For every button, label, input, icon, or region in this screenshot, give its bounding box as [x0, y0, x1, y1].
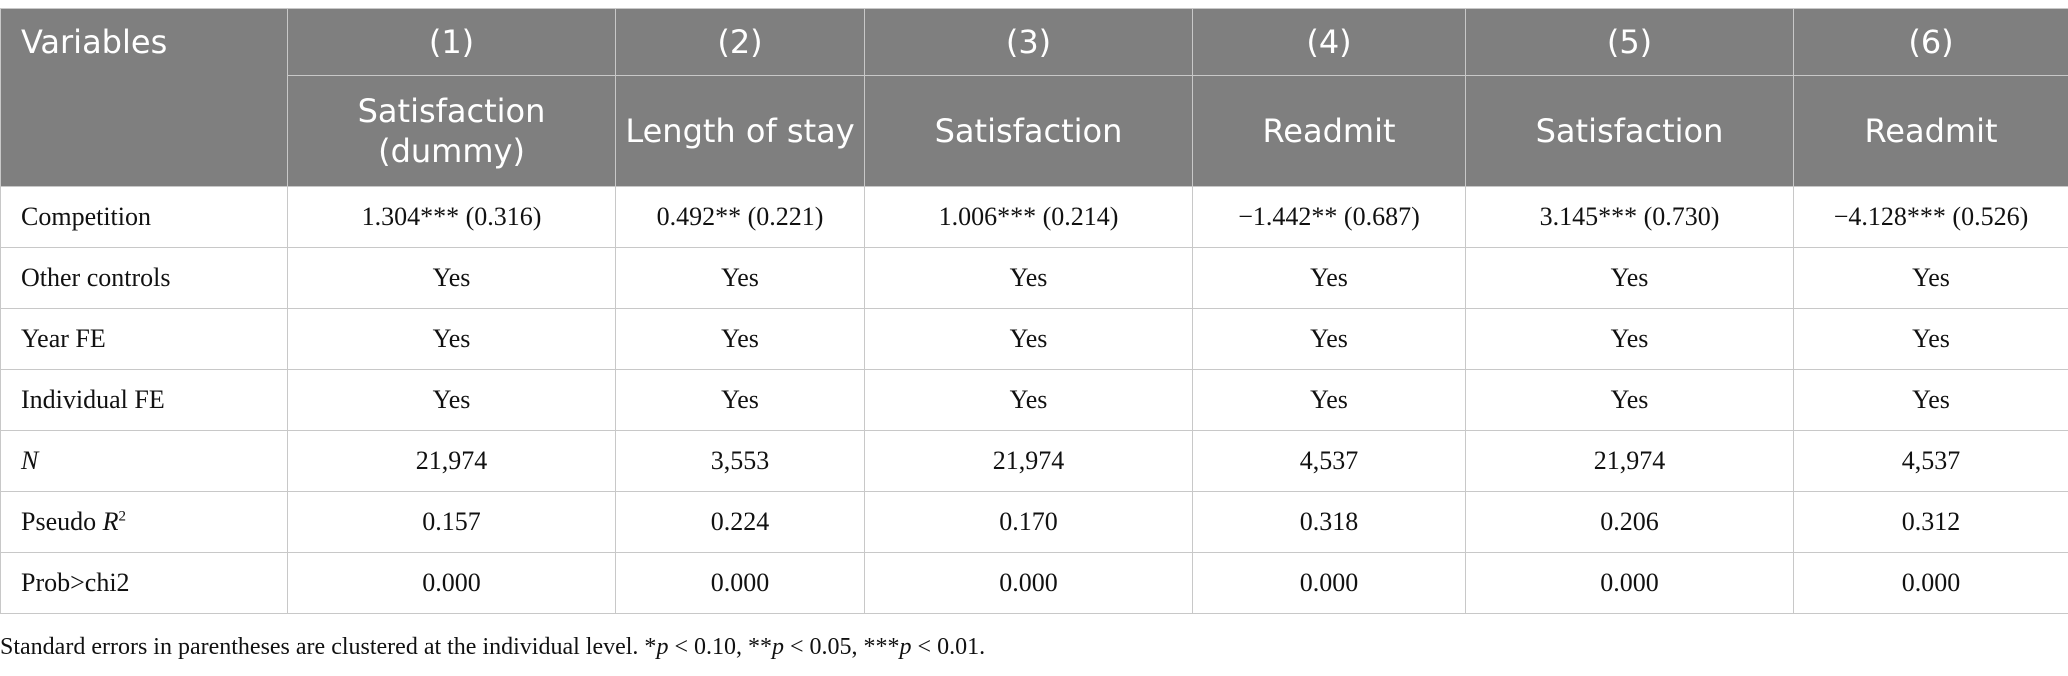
table-cell: 0.000	[1465, 552, 1794, 614]
row-label: Year FE	[0, 308, 288, 370]
table-cell: Yes	[287, 308, 616, 370]
header-col-6-dep: Readmit	[1793, 75, 2068, 187]
table-cell: Yes	[864, 308, 1193, 370]
header-row-dependent-variables: Satisfaction (dummy) Length of stay Sati…	[1, 75, 2068, 187]
table-row-competition: Competition 1.304*** (0.316) 0.492** (0.…	[0, 186, 2068, 248]
table-cell: Yes	[1793, 247, 2068, 309]
table-cell: 1.006*** (0.214)	[864, 186, 1193, 248]
table-cell: 0.318	[1192, 491, 1466, 553]
table-cell: 0.000	[287, 552, 616, 614]
table-footnote: Standard errors in parentheses are clust…	[0, 634, 985, 661]
footnote-lead: Standard errors in parentheses are clust…	[0, 634, 657, 660]
table-cell: 21,974	[287, 430, 616, 492]
table-cell: 0.206	[1465, 491, 1794, 553]
table-cell: 0.000	[1192, 552, 1466, 614]
row-label-r: R	[102, 507, 119, 536]
table-cell: 0.157	[287, 491, 616, 553]
table-cell: 0.000	[864, 552, 1193, 614]
table-cell: −1.442** (0.687)	[1192, 186, 1466, 248]
footnote-threshold-2: < 0.05, ***	[783, 634, 900, 660]
table-cell: Yes	[1793, 308, 2068, 370]
row-label: N	[0, 430, 288, 492]
header-col-4-dep: Readmit	[1192, 75, 1466, 187]
table-cell: 4,537	[1793, 430, 2068, 492]
table-cell: Yes	[1465, 369, 1794, 431]
table-cell: 21,974	[864, 430, 1193, 492]
table-cell: Yes	[287, 247, 616, 309]
row-label-pseudo: Pseudo	[21, 507, 103, 536]
table-cell: 4,537	[1192, 430, 1466, 492]
regression-table: Variables (1) (2) (3) (4) (5) (6) Satisf…	[0, 8, 2068, 614]
table-cell: 0.000	[615, 552, 865, 614]
table-cell: Yes	[864, 247, 1193, 309]
table-cell: Yes	[615, 308, 865, 370]
header-variables: Variables	[0, 8, 288, 187]
header-col-5-number: (5)	[1465, 8, 1794, 76]
table-row-year-fe: Year FE Yes Yes Yes Yes Yes Yes	[0, 308, 2068, 370]
footnote-p-1: p	[656, 634, 669, 660]
table-cell: 1.304*** (0.316)	[287, 186, 616, 248]
row-label: Individual FE	[0, 369, 288, 431]
table-cell: Yes	[615, 369, 865, 431]
footnote-p-2: p	[771, 634, 784, 660]
footnote-p-3: p	[899, 634, 912, 660]
header-col-1-dep: Satisfaction (dummy)	[287, 75, 616, 187]
footnote-threshold-1: < 0.10, **	[668, 634, 772, 660]
table-cell: 3,553	[615, 430, 865, 492]
header-col-2-number: (2)	[615, 8, 865, 76]
table-cell: Yes	[1192, 308, 1466, 370]
row-label-n: N	[21, 446, 39, 475]
table-cell: Yes	[864, 369, 1193, 431]
row-label: Competition	[0, 186, 288, 248]
regression-table-container: Variables (1) (2) (3) (4) (5) (6) Satisf…	[0, 8, 2068, 614]
table-cell: 0.312	[1793, 491, 2068, 553]
footnote-threshold-3: < 0.01.	[911, 634, 986, 660]
table-row-prob-chi2: Prob>chi2 0.000 0.000 0.000 0.000 0.000 …	[0, 552, 2068, 614]
header-row-column-numbers: Variables (1) (2) (3) (4) (5) (6)	[0, 8, 2068, 187]
table-cell: Yes	[1793, 369, 2068, 431]
table-body: Competition 1.304*** (0.316) 0.492** (0.…	[0, 186, 2068, 614]
header-col-2-dep: Length of stay	[615, 75, 865, 187]
table-cell: Yes	[1465, 308, 1794, 370]
table-row-pseudo-r2: Pseudo R2 0.157 0.224 0.170 0.318 0.206 …	[0, 491, 2068, 553]
row-label: Other controls	[0, 247, 288, 309]
table-cell: −4.128*** (0.526)	[1793, 186, 2068, 248]
row-label: Pseudo R2	[0, 491, 288, 553]
header-col-3-dep: Satisfaction	[864, 75, 1193, 187]
row-label: Prob>chi2	[0, 552, 288, 614]
row-label-superscript: 2	[118, 508, 127, 525]
table-cell: 21,974	[1465, 430, 1794, 492]
header-col-1-number: (1)	[287, 8, 616, 76]
table-cell: 0.000	[1793, 552, 2068, 614]
table-header: Variables (1) (2) (3) (4) (5) (6) Satisf…	[0, 8, 2068, 187]
table-cell: 0.224	[615, 491, 865, 553]
table-row-individual-fe: Individual FE Yes Yes Yes Yes Yes Yes	[0, 369, 2068, 431]
table-row-n: N 21,974 3,553 21,974 4,537 21,974 4,537	[0, 430, 2068, 492]
header-col-6-number: (6)	[1793, 8, 2068, 76]
table-cell: Yes	[1192, 369, 1466, 431]
table-cell: Yes	[287, 369, 616, 431]
header-col-5-dep: Satisfaction	[1465, 75, 1794, 187]
table-cell: Yes	[1192, 247, 1466, 309]
table-cell: 0.492** (0.221)	[615, 186, 865, 248]
table-cell: Yes	[615, 247, 865, 309]
table-row-other-controls: Other controls Yes Yes Yes Yes Yes Yes	[0, 247, 2068, 309]
table-cell: Yes	[1465, 247, 1794, 309]
header-col-4-number: (4)	[1192, 8, 1466, 76]
header-col-3-number: (3)	[864, 8, 1193, 76]
table-cell: 0.170	[864, 491, 1193, 553]
table-cell: 3.145*** (0.730)	[1465, 186, 1794, 248]
